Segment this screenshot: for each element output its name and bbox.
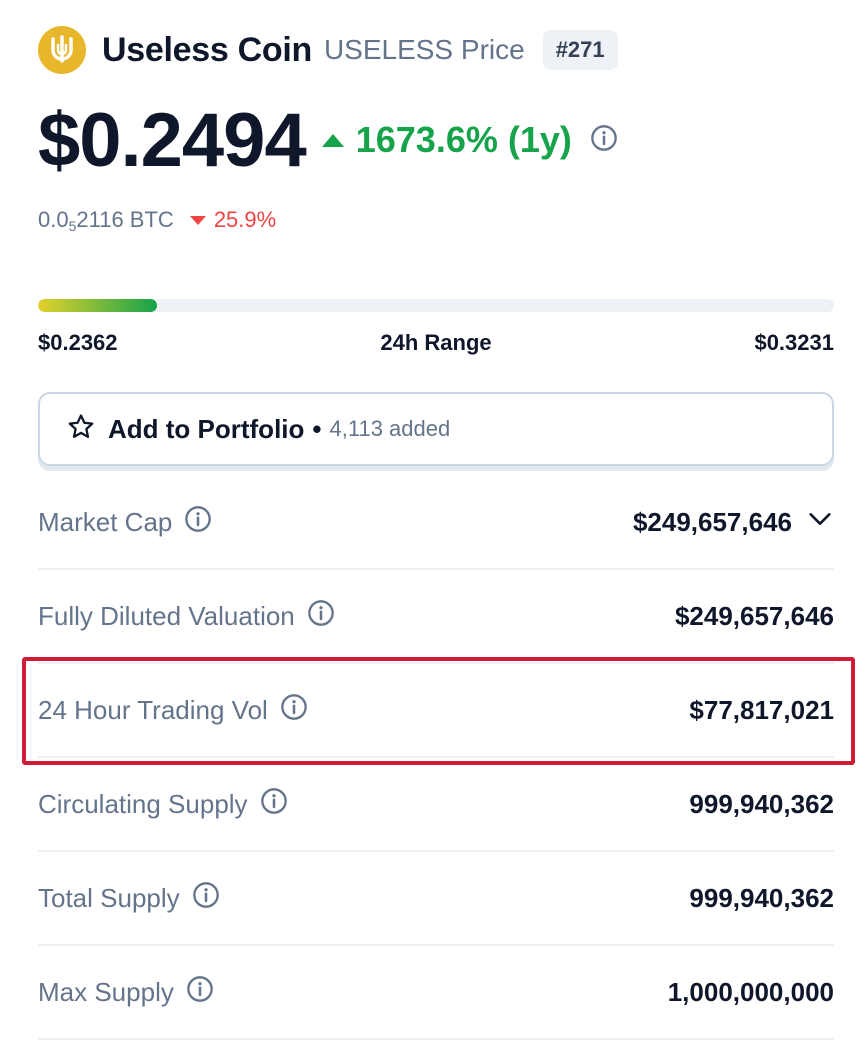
stat-label: Market Cap — [38, 506, 173, 537]
stat-value: 999,940,362 — [689, 788, 834, 819]
coin-header: Useless Coin USELESS Price #271 — [38, 26, 618, 74]
range-label: 24h Range — [380, 330, 492, 355]
star-icon — [66, 412, 96, 447]
btc-change: 25.9% — [213, 207, 277, 232]
stat-row-max-supply: Max Supply 1,000,000,000 — [38, 946, 834, 1040]
info-icon[interactable] — [260, 787, 288, 822]
stat-value: 999,940,362 — [689, 882, 834, 913]
rank-badge: #271 — [542, 30, 618, 70]
range-bar-fill — [38, 299, 158, 312]
info-icon[interactable] — [186, 975, 214, 1010]
stat-label: Total Supply — [38, 882, 180, 913]
stat-label: 24 Hour Trading Vol — [38, 694, 268, 725]
info-icon[interactable] — [590, 124, 618, 157]
stat-label: Fully Diluted Valuation — [38, 600, 295, 631]
coin-name: Useless Coin — [102, 30, 312, 69]
price-row: $0.2494 1673.6% (1y) — [38, 98, 618, 183]
info-icon[interactable] — [192, 881, 220, 916]
add-to-portfolio-button[interactable]: Add to Portfolio • 4,113 added — [38, 392, 834, 466]
btc-price-row: 0.052116 BTC 25.9% — [38, 205, 276, 235]
stat-label: Max Supply — [38, 976, 174, 1007]
down-arrow-icon — [189, 215, 206, 225]
info-icon[interactable] — [307, 599, 335, 634]
current-price: $0.2494 — [38, 97, 307, 183]
price-change: 1673.6% (1y) — [355, 119, 572, 160]
range-low: $0.2362 — [38, 330, 118, 355]
stat-row-market-cap[interactable]: Market Cap $249,657,646 — [38, 476, 834, 570]
coin-logo-icon — [38, 26, 86, 74]
stat-row-total-supply: Total Supply 999,940,362 — [38, 852, 834, 946]
stat-row-circulating-supply: Circulating Supply 999,940,362 — [38, 758, 834, 852]
range-high: $0.3231 — [754, 330, 834, 355]
stats-list: Market Cap $249,657,646 Fully Diluted Va… — [38, 476, 834, 1040]
stat-label: Circulating Supply — [38, 788, 248, 819]
stat-row-fdv: Fully Diluted Valuation $249,657,646 — [38, 570, 834, 664]
stat-value: 1,000,000,000 — [667, 976, 834, 1007]
chevron-down-icon[interactable] — [806, 505, 834, 540]
info-icon[interactable] — [184, 505, 212, 540]
btc-price: 0.052116 BTC — [38, 206, 174, 234]
stat-row-volume: 24 Hour Trading Vol $77,817,021 — [38, 664, 834, 758]
portfolio-label: Add to Portfolio — [108, 413, 305, 444]
info-icon[interactable] — [280, 693, 308, 728]
portfolio-count: 4,113 added — [329, 416, 451, 441]
separator: • — [312, 413, 322, 444]
stat-value: $77,817,021 — [689, 694, 834, 725]
stat-value: $249,657,646 — [674, 600, 834, 631]
stat-value: $249,657,646 — [632, 506, 792, 537]
range-labels: $0.2362 24h Range $0.3231 — [38, 330, 834, 356]
coin-symbol: USELESS Price — [323, 34, 525, 65]
up-arrow-icon — [321, 133, 344, 147]
range-bar — [38, 299, 834, 312]
